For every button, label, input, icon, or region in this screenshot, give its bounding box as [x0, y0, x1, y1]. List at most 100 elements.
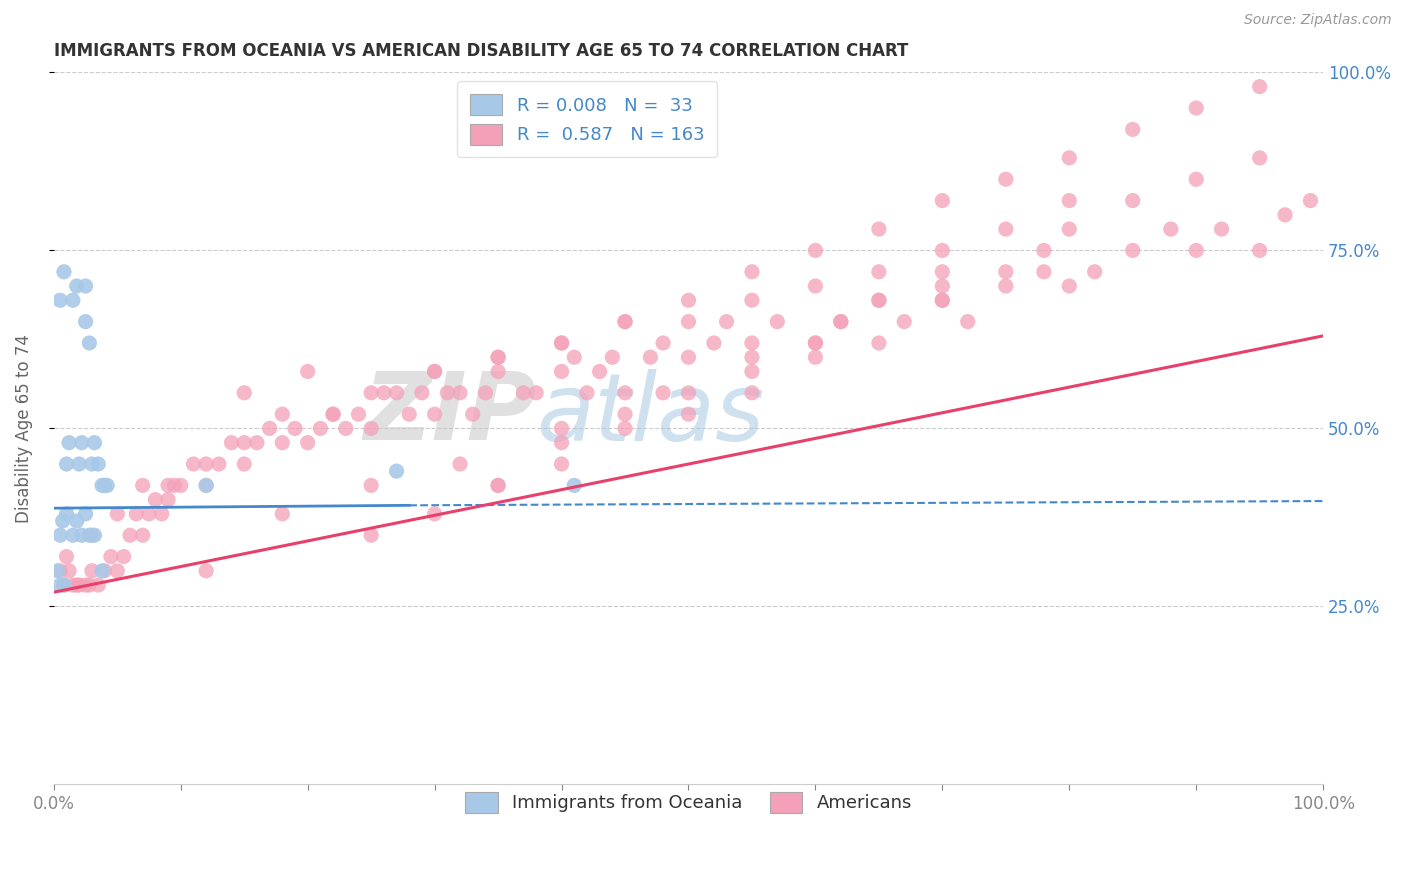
Point: [486, 350, 509, 364]
Point: [271, 435, 294, 450]
Point: [96, 478, 118, 492]
Point: [131, 528, 153, 542]
Point: [75, 507, 97, 521]
Point: [931, 293, 953, 308]
Point: [66, 279, 89, 293]
Text: IMMIGRANTS FROM OCEANIA VS AMERICAN DISABILITY AGE 65 TO 74 CORRELATION CHART: IMMIGRANTS FROM OCEANIA VS AMERICAN DISA…: [53, 42, 908, 60]
Point: [80, 564, 103, 578]
Point: [91, 478, 114, 492]
Point: [145, 492, 167, 507]
Point: [804, 336, 827, 351]
Point: [703, 336, 725, 351]
Point: [105, 507, 128, 521]
Point: [67, 578, 90, 592]
Point: [49, 564, 72, 578]
Point: [79, 578, 101, 592]
Text: ZIP: ZIP: [363, 368, 536, 460]
Point: [804, 350, 827, 364]
Point: [449, 457, 471, 471]
Point: [233, 457, 256, 471]
Point: [678, 407, 700, 421]
Point: [1211, 222, 1233, 236]
Point: [1122, 244, 1144, 258]
Point: [614, 315, 637, 329]
Point: [83, 435, 105, 450]
Point: [486, 364, 509, 378]
Point: [614, 407, 637, 421]
Point: [233, 435, 256, 450]
Point: [575, 385, 598, 400]
Point: [1059, 279, 1081, 293]
Point: [1032, 265, 1054, 279]
Point: [70, 435, 93, 450]
Point: [830, 315, 852, 329]
Point: [80, 457, 103, 471]
Point: [195, 478, 218, 492]
Point: [79, 528, 101, 542]
Point: [55, 507, 77, 521]
Legend: Immigrants from Oceania, Americans: Immigrants from Oceania, Americans: [453, 779, 925, 825]
Point: [87, 457, 110, 471]
Point: [100, 549, 122, 564]
Point: [67, 457, 90, 471]
Point: [322, 407, 344, 421]
Point: [562, 350, 585, 364]
Point: [49, 293, 72, 308]
Point: [360, 421, 382, 435]
Point: [91, 564, 114, 578]
Point: [347, 407, 370, 421]
Point: [423, 364, 446, 378]
Point: [93, 478, 115, 492]
Point: [562, 478, 585, 492]
Point: [931, 194, 953, 208]
Point: [66, 514, 89, 528]
Point: [170, 478, 193, 492]
Point: [550, 336, 572, 351]
Point: [766, 315, 789, 329]
Point: [652, 385, 675, 400]
Point: [411, 385, 433, 400]
Point: [956, 315, 979, 329]
Point: [486, 478, 509, 492]
Point: [70, 528, 93, 542]
Point: [221, 435, 243, 450]
Point: [486, 478, 509, 492]
Point: [550, 364, 572, 378]
Point: [868, 336, 890, 351]
Point: [741, 364, 763, 378]
Point: [1274, 208, 1296, 222]
Point: [195, 457, 218, 471]
Point: [652, 336, 675, 351]
Point: [150, 507, 173, 521]
Point: [62, 293, 84, 308]
Point: [49, 578, 72, 592]
Text: Source: ZipAtlas.com: Source: ZipAtlas.com: [1244, 13, 1392, 28]
Point: [588, 364, 610, 378]
Point: [309, 421, 332, 435]
Point: [157, 492, 180, 507]
Point: [602, 350, 624, 364]
Point: [614, 421, 637, 435]
Point: [804, 244, 827, 258]
Point: [931, 293, 953, 308]
Point: [512, 385, 534, 400]
Point: [1185, 244, 1208, 258]
Point: [436, 385, 458, 400]
Point: [678, 385, 700, 400]
Point: [678, 350, 700, 364]
Y-axis label: Disability Age 65 to 74: Disability Age 65 to 74: [15, 334, 32, 523]
Point: [125, 507, 148, 521]
Point: [1059, 194, 1081, 208]
Point: [183, 457, 205, 471]
Point: [1249, 151, 1271, 165]
Point: [868, 293, 890, 308]
Text: atlas: atlas: [536, 368, 765, 459]
Point: [931, 244, 953, 258]
Point: [46, 564, 69, 578]
Point: [868, 265, 890, 279]
Point: [614, 315, 637, 329]
Point: [49, 528, 72, 542]
Point: [80, 528, 103, 542]
Point: [83, 528, 105, 542]
Point: [271, 507, 294, 521]
